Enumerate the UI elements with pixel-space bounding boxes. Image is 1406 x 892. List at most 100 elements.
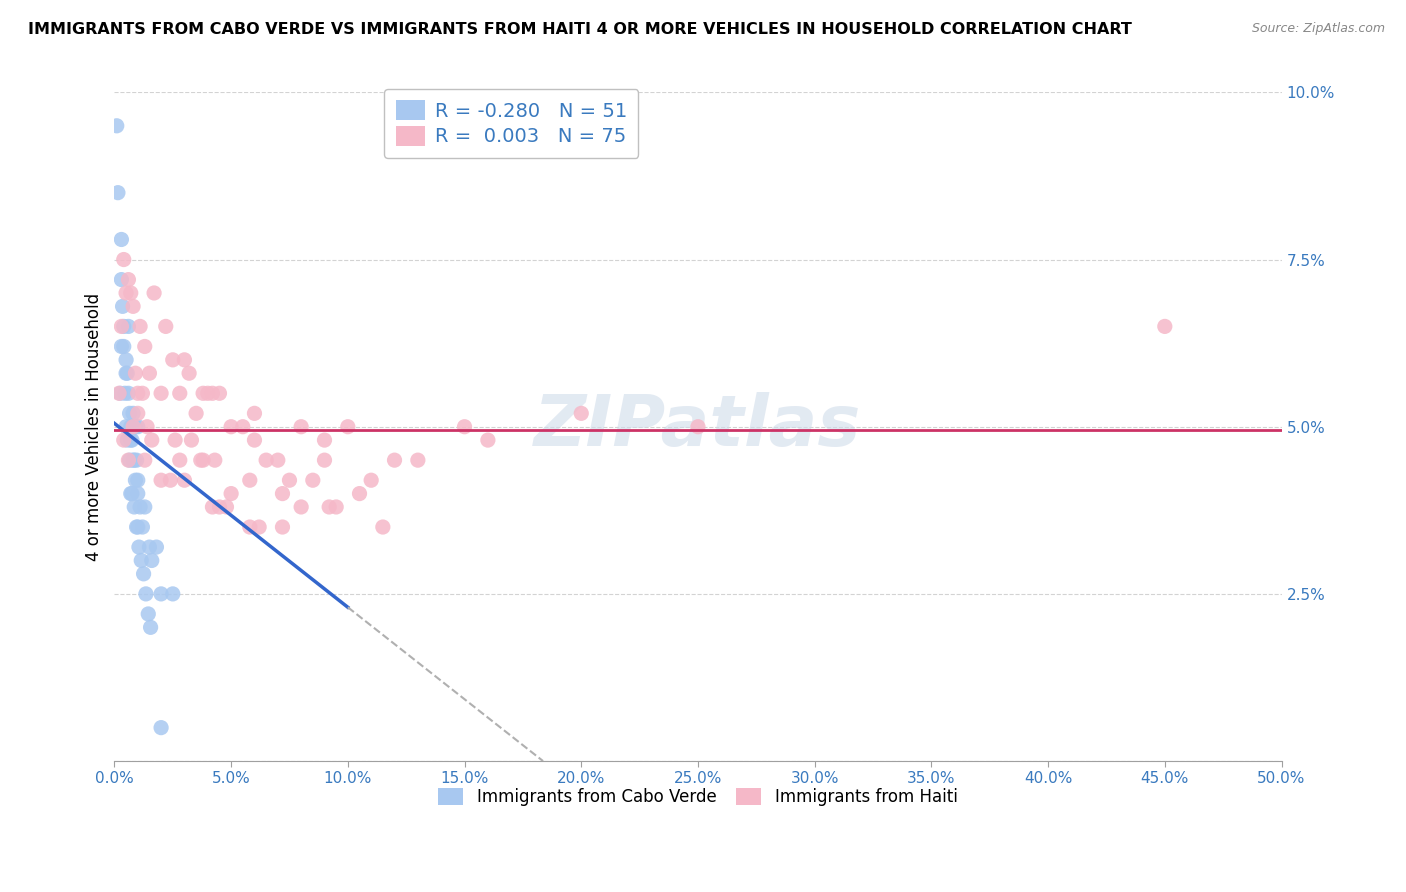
Point: [190, 453, 212, 467]
Point: [138, 540, 160, 554]
Point: [117, 433, 139, 447]
Point: [122, 453, 145, 467]
Point: [117, 319, 139, 334]
Point: [247, 520, 270, 534]
Point: [120, 433, 142, 447]
Point: [115, 419, 138, 434]
Point: [131, 520, 153, 534]
Point: [145, 540, 167, 554]
Point: [136, 419, 159, 434]
Point: [125, 520, 148, 534]
Point: [208, 386, 231, 401]
Point: [314, 433, 336, 447]
Point: [117, 386, 139, 401]
Point: [129, 553, 152, 567]
Point: [112, 252, 135, 267]
Point: [301, 473, 323, 487]
Point: [477, 433, 499, 447]
Point: [124, 419, 146, 434]
Point: [191, 386, 214, 401]
Point: [169, 453, 191, 467]
Point: [219, 486, 242, 500]
Text: ZIPatlas: ZIPatlas: [534, 392, 862, 461]
Point: [314, 453, 336, 467]
Point: [121, 433, 143, 447]
Point: [243, 433, 266, 447]
Text: Source: ZipAtlas.com: Source: ZipAtlas.com: [1251, 22, 1385, 36]
Point: [271, 520, 294, 534]
Point: [115, 352, 138, 367]
Point: [239, 473, 262, 487]
Point: [112, 433, 135, 447]
Point: [219, 419, 242, 434]
Point: [406, 453, 429, 467]
Point: [124, 366, 146, 380]
Point: [127, 406, 149, 420]
Point: [112, 319, 135, 334]
Point: [201, 386, 224, 401]
Point: [197, 386, 219, 401]
Point: [122, 453, 145, 467]
Point: [117, 453, 139, 467]
Point: [139, 620, 162, 634]
Point: [117, 272, 139, 286]
Point: [191, 453, 214, 467]
Point: [243, 406, 266, 420]
Point: [110, 232, 132, 246]
Point: [141, 433, 163, 447]
Point: [114, 386, 136, 401]
Point: [371, 520, 394, 534]
Point: [107, 186, 129, 200]
Point: [290, 500, 312, 514]
Point: [208, 500, 231, 514]
Point: [122, 500, 145, 514]
Point: [118, 453, 141, 467]
Point: [150, 721, 173, 735]
Point: [325, 500, 347, 514]
Point: [201, 500, 224, 514]
Point: [569, 406, 592, 420]
Point: [120, 486, 142, 500]
Point: [118, 406, 141, 420]
Point: [173, 352, 195, 367]
Point: [143, 285, 166, 300]
Point: [122, 419, 145, 434]
Point: [177, 366, 200, 380]
Point: [111, 299, 134, 313]
Point: [267, 453, 290, 467]
Point: [169, 386, 191, 401]
Point: [122, 299, 145, 313]
Point: [150, 587, 173, 601]
Point: [184, 406, 207, 420]
Point: [115, 285, 138, 300]
Point: [125, 453, 148, 467]
Point: [239, 520, 262, 534]
Point: [127, 520, 149, 534]
Point: [271, 486, 294, 500]
Point: [135, 587, 157, 601]
Point: [453, 419, 475, 434]
Point: [121, 486, 143, 500]
Point: [360, 473, 382, 487]
Point: [159, 473, 181, 487]
Point: [128, 540, 150, 554]
Point: [180, 433, 202, 447]
Point: [131, 386, 153, 401]
Point: [686, 419, 709, 434]
Point: [122, 406, 145, 420]
Point: [134, 453, 156, 467]
Point: [318, 500, 340, 514]
Point: [134, 500, 156, 514]
Point: [138, 366, 160, 380]
Point: [336, 419, 359, 434]
Point: [120, 419, 142, 434]
Point: [110, 339, 132, 353]
Point: [290, 419, 312, 434]
Point: [117, 366, 139, 380]
Point: [129, 500, 152, 514]
Point: [254, 453, 277, 467]
Point: [120, 285, 142, 300]
Point: [127, 419, 149, 434]
Legend: Immigrants from Cabo Verde, Immigrants from Haiti: Immigrants from Cabo Verde, Immigrants f…: [432, 781, 965, 813]
Y-axis label: 4 or more Vehicles in Household: 4 or more Vehicles in Household: [86, 293, 103, 561]
